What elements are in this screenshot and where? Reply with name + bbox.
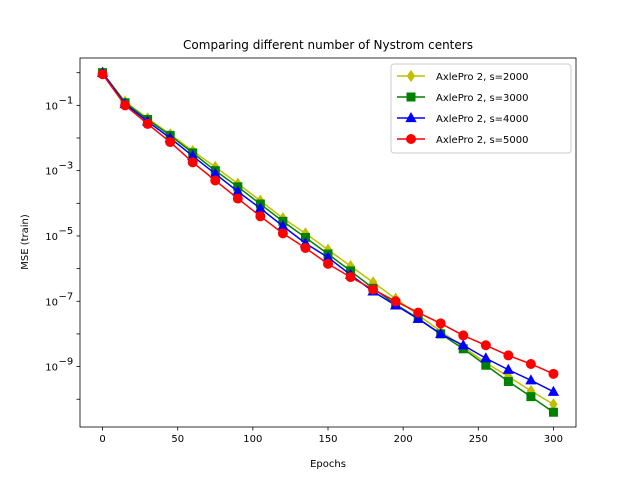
series-4-point: [142, 118, 153, 129]
series-3-point: [502, 363, 515, 374]
series-4-point: [548, 368, 559, 379]
series-4: [97, 69, 559, 379]
series-4-point: [187, 157, 198, 168]
series-2-point: [481, 360, 491, 370]
series-4-point: [300, 242, 311, 253]
legend-entry-1: AxlePro 2, s=2000: [397, 69, 529, 83]
series-3-point: [412, 312, 424, 323]
y-tick-exponent: −3: [59, 161, 74, 172]
legend-marker: [406, 134, 416, 144]
series-4-point: [165, 137, 176, 148]
y-tick-exponent: −5: [59, 226, 74, 237]
series-2-point: [548, 407, 558, 417]
legend-marker: [406, 69, 416, 83]
y-tick-label: 10: [45, 232, 58, 243]
series-2-point: [503, 376, 513, 386]
legend-label: AxlePro 2, s=2000: [436, 72, 529, 83]
y-tick-label: 10: [45, 101, 58, 112]
series-4-point: [503, 350, 514, 361]
y-tick-exponent: −1: [59, 95, 74, 106]
series-4-point: [413, 307, 424, 318]
x-tick-label: 250: [469, 434, 488, 445]
x-tick-label: 50: [171, 434, 184, 445]
series-4-point: [210, 175, 221, 186]
legend-entry-4: AxlePro 2, s=5000: [397, 134, 529, 146]
x-tick-label: 100: [243, 434, 262, 445]
x-tick-label: 300: [544, 434, 563, 445]
legend-label: AxlePro 2, s=5000: [436, 135, 529, 146]
y-tick-label: 10: [45, 363, 58, 374]
chart-title: Comparing different number of Nystrom ce…: [183, 38, 473, 52]
series-4-point: [435, 318, 446, 329]
series-3-point: [525, 374, 537, 385]
legend-label: AxlePro 2, s=3000: [436, 93, 529, 104]
series-3-point: [547, 385, 560, 396]
series-4-point: [277, 228, 288, 239]
legend: AxlePro 2, s=2000 AxlePro 2, s=3000 AxlePr…: [390, 63, 572, 154]
x-tick-label: 200: [394, 434, 413, 445]
series-layer: [96, 66, 560, 417]
series-3-point: [435, 327, 447, 339]
series-2-point: [526, 392, 536, 402]
legend-entry-3: AxlePro 2, s=4000: [397, 111, 529, 125]
series-4-point: [232, 193, 243, 204]
y-tick-exponent: −7: [59, 291, 74, 302]
series-3-point: [480, 352, 492, 363]
series-4-point: [323, 258, 333, 269]
series-4-point: [525, 359, 536, 370]
y-tick-label: 10: [45, 297, 58, 308]
series-3: [96, 66, 560, 396]
series-3-point: [457, 339, 469, 350]
legend-marker: [406, 92, 416, 102]
x-tick-label: 150: [318, 434, 337, 445]
y-tick-exponent: −9: [59, 357, 74, 368]
legend-label: AxlePro 2, s=4000: [436, 114, 529, 125]
y-axis-label: MSE (train): [20, 214, 31, 270]
series-4-point: [458, 330, 469, 341]
series-4-point: [368, 284, 379, 295]
series-4-point: [120, 100, 131, 111]
series-4-point: [480, 340, 491, 351]
series-4-point: [390, 296, 401, 307]
x-axis-label: Epochs: [310, 459, 346, 470]
legend-marker: [405, 111, 417, 123]
series-4-point: [255, 211, 266, 222]
series-4-point: [345, 272, 356, 283]
legend-entry-2: AxlePro 2, s=3000: [397, 92, 529, 104]
series-4-point: [97, 69, 108, 80]
y-tick-label: 10: [45, 167, 58, 178]
x-tick-label: 0: [99, 434, 105, 445]
legend-box: [390, 63, 572, 154]
